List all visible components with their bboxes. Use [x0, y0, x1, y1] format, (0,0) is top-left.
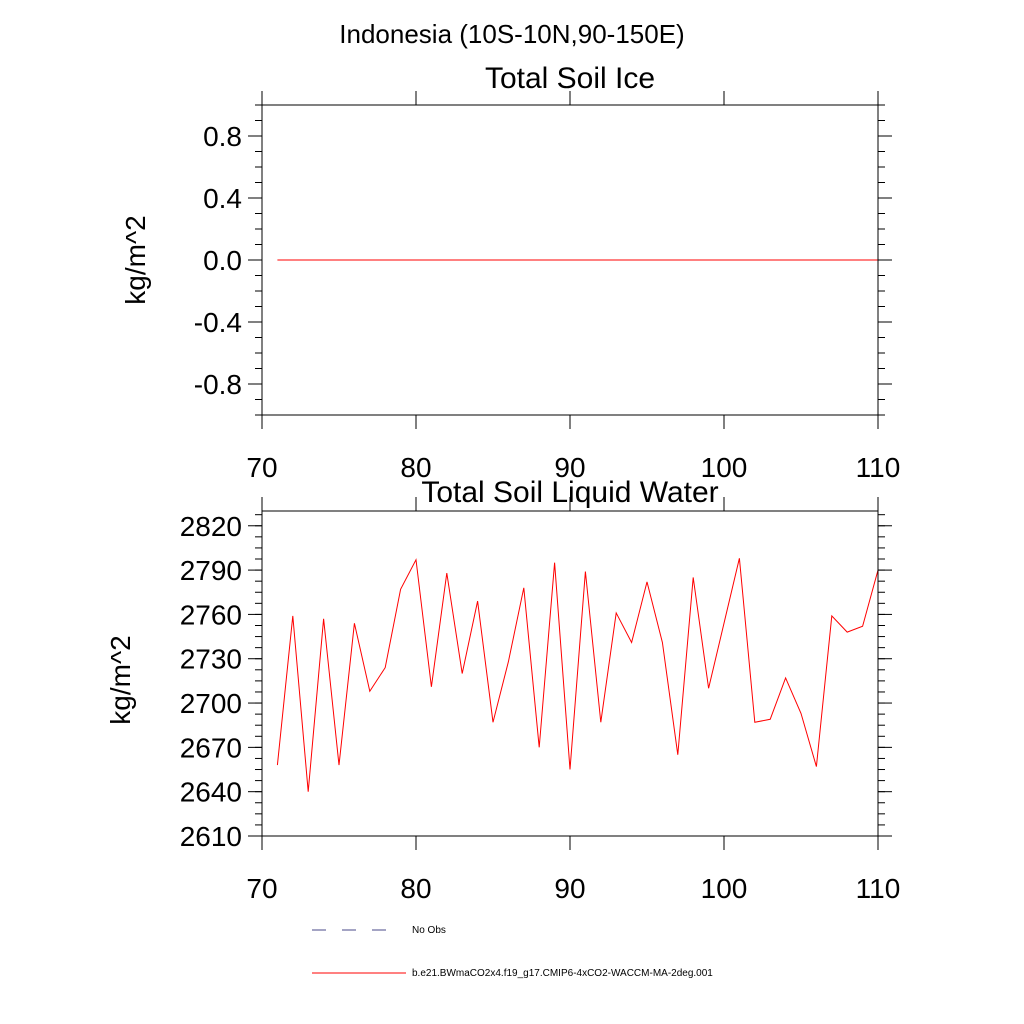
x-tick-label: 70 [246, 873, 277, 904]
panel-total-soil-liquid-water: Total Soil Liquid Water kg/m^2 282027902… [105, 476, 900, 904]
y-tick-label: 2700 [180, 688, 242, 719]
legend: No Obs b.e21.BWmaCO2x4.f19_g17.CMIP6-4xC… [312, 925, 713, 979]
panel-title: Total Soil Ice [485, 62, 655, 95]
x-tick-label: 80 [400, 452, 431, 483]
y-tick-label: 2730 [180, 644, 242, 675]
series-line [276, 558, 879, 792]
y-tick-label: 2670 [180, 732, 242, 763]
y-tick-label: 2760 [180, 599, 242, 630]
legend-model-label: b.e21.BWmaCO2x4.f19_g17.CMIP6-4xCO2-WACC… [412, 968, 713, 979]
x-tick-label: 90 [554, 873, 585, 904]
y-tick-label: 0.8 [203, 121, 242, 152]
y-tick-label: 0.0 [203, 245, 242, 276]
x-tick-label: 80 [400, 873, 431, 904]
plot-frame [261, 510, 879, 837]
y-tick-label: 2610 [180, 821, 242, 852]
x-tick-label: 90 [554, 452, 585, 483]
y-axis-label: kg/m^2 [105, 635, 136, 724]
x-tick-label: 100 [701, 452, 748, 483]
legend-obs-label: No Obs [412, 925, 446, 936]
y-axis-label: kg/m^2 [120, 215, 151, 304]
y-tick-label: 0.4 [203, 183, 242, 214]
y-tick-label: -0.4 [194, 307, 242, 338]
y-tick-label: 2820 [180, 511, 242, 542]
y-tick-label: -0.8 [194, 369, 242, 400]
plot-frame [261, 104, 879, 416]
chart-suptitle: Indonesia (10S-10N,90-150E) [339, 19, 684, 49]
x-tick-label: 110 [856, 873, 901, 904]
x-tick-label: 100 [701, 873, 748, 904]
x-tick-label: 70 [246, 452, 277, 483]
y-tick-label: 2790 [180, 555, 242, 586]
x-tick-label: 110 [856, 452, 901, 483]
y-tick-label: 2640 [180, 777, 242, 808]
panel-total-soil-ice: Total Soil Ice kg/m^2 0.80.40.0-0.4-0.8 … [120, 62, 900, 483]
